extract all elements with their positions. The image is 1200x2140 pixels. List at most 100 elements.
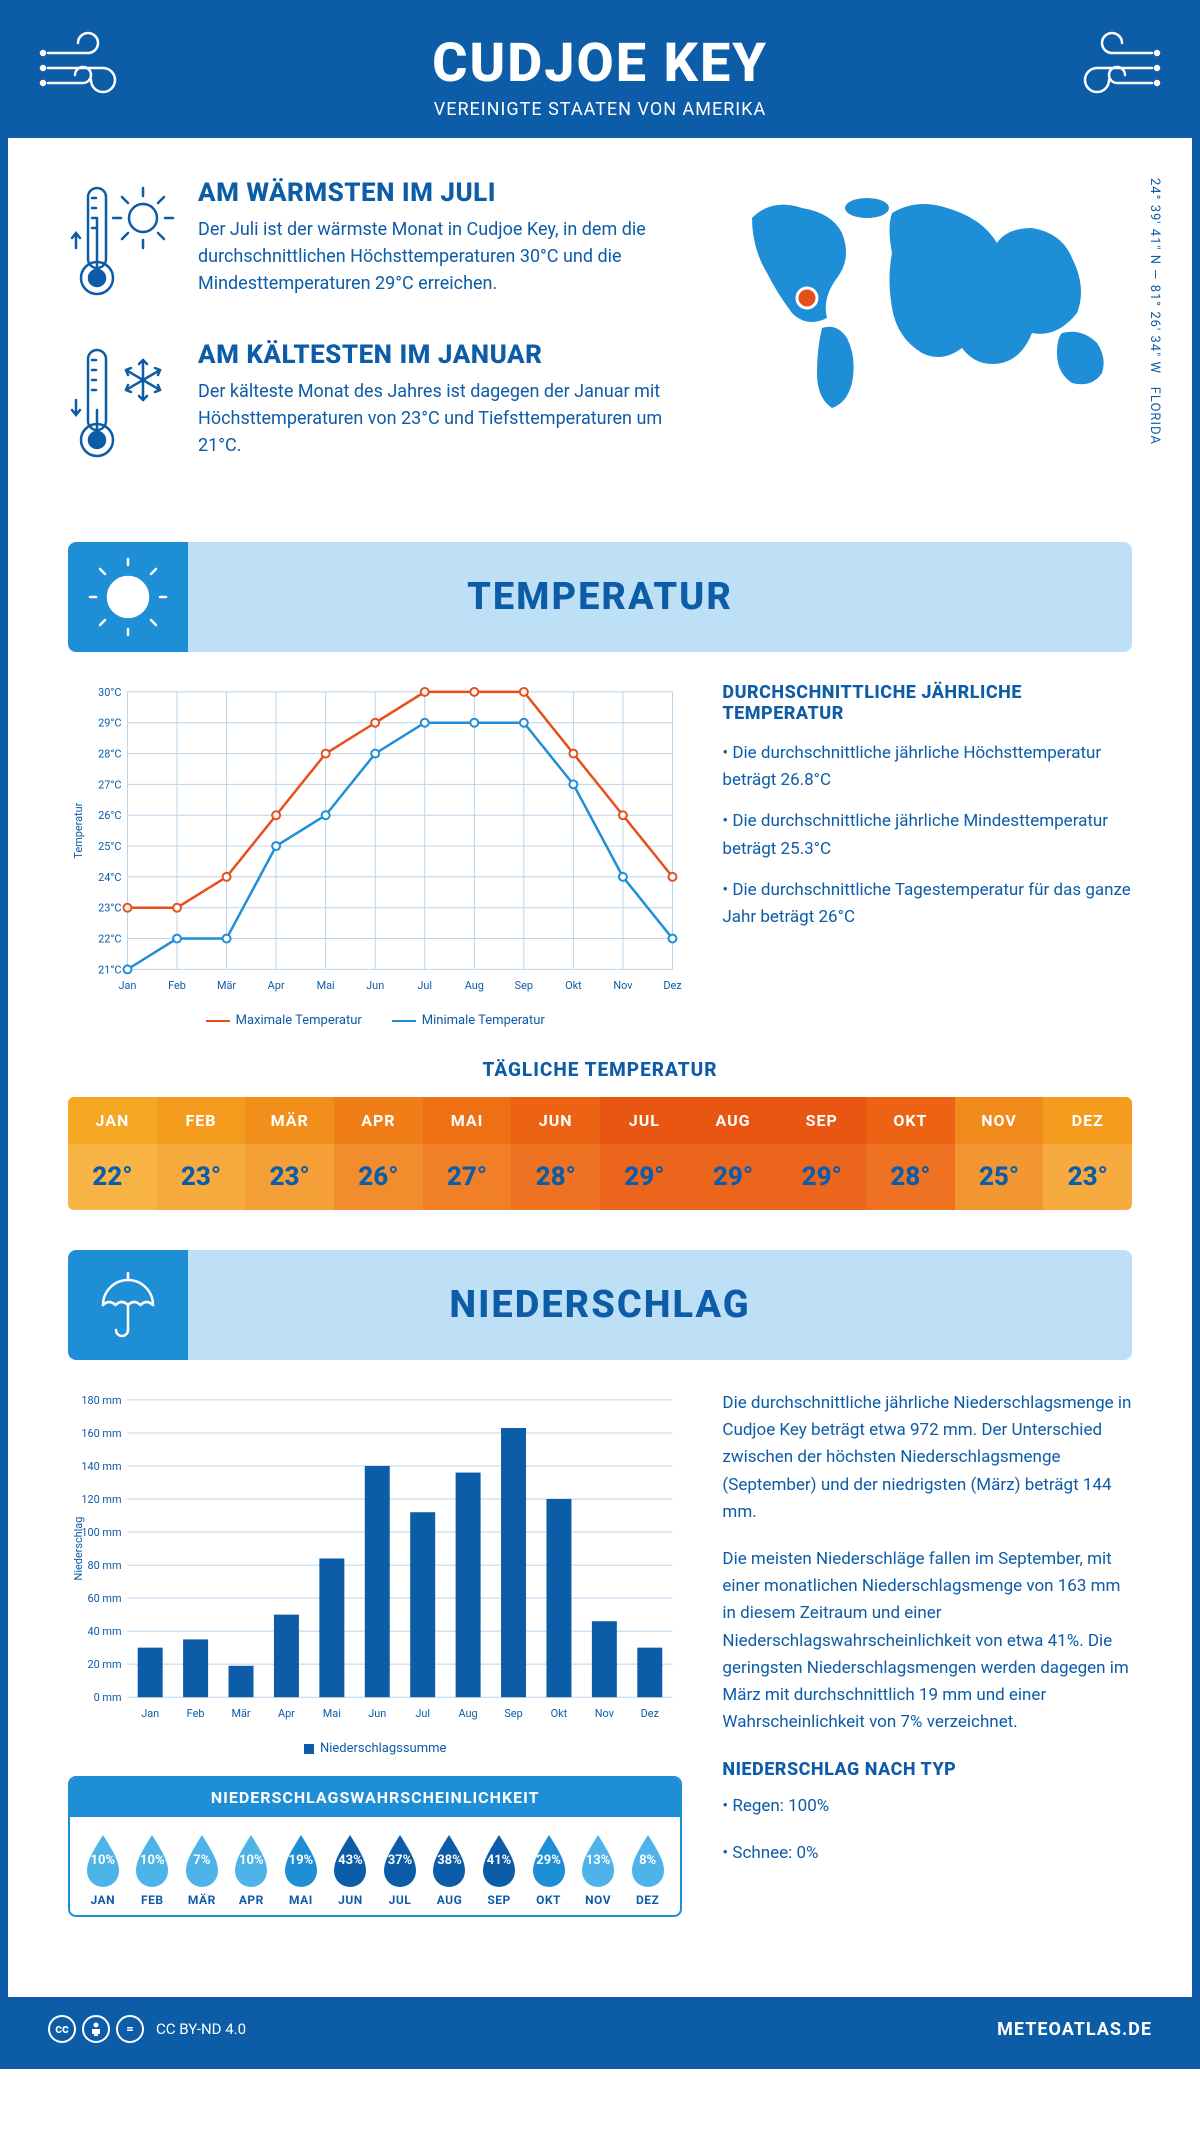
daily-value: 27° xyxy=(423,1144,512,1210)
wind-icon-left xyxy=(38,28,158,112)
page-subtitle: VEREINIGTE STAATEN VON AMERIKA xyxy=(8,99,1192,120)
svg-text:80 mm: 80 mm xyxy=(87,1559,121,1572)
prob-month: OKT xyxy=(524,1893,574,1907)
svg-text:60 mm: 60 mm xyxy=(87,1592,121,1605)
cc-icons: cc = xyxy=(48,2015,144,2043)
daily-col: MAI27° xyxy=(423,1097,512,1210)
daily-value: 23° xyxy=(157,1144,246,1210)
svg-text:Dez: Dez xyxy=(663,979,682,992)
svg-text:Mär: Mär xyxy=(231,1707,250,1720)
prob-col: 19% MAI xyxy=(276,1831,326,1907)
prob-col: 37%JUL xyxy=(375,1831,425,1907)
prob-value: 10% xyxy=(140,1853,165,1868)
precip-type-bullet: • Regen: 100% xyxy=(722,1793,1132,1820)
wind-icon-right xyxy=(1042,28,1162,112)
temperature-heading: TEMPERATUR xyxy=(188,575,1132,619)
svg-text:Niederschlag: Niederschlag xyxy=(72,1517,85,1581)
world-map xyxy=(712,178,1132,418)
svg-text:Jul: Jul xyxy=(415,1707,430,1720)
svg-text:Jun: Jun xyxy=(366,979,384,992)
prob-month: DEZ xyxy=(623,1893,673,1907)
prob-col: 10%APR xyxy=(227,1831,277,1907)
daily-col: JAN22° xyxy=(68,1097,157,1210)
legend-max: Maximale Temperatur xyxy=(236,1013,362,1028)
prob-col: 8%DEZ xyxy=(623,1831,673,1907)
cc-icon: cc xyxy=(48,2015,76,2043)
temp-bullet: • Die durchschnittliche jährliche Mindes… xyxy=(722,808,1132,862)
umbrella-icon xyxy=(68,1250,188,1360)
svg-text:20 mm: 20 mm xyxy=(87,1658,121,1671)
daily-month: APR xyxy=(334,1097,423,1144)
intro-section: AM WÄRMSTEN IM JULI Der Juli ist der wär… xyxy=(68,178,1132,502)
daily-month: JUL xyxy=(600,1097,689,1144)
footer: cc = CC BY-ND 4.0 METEOATLAS.DE xyxy=(8,1997,1192,2061)
by-icon xyxy=(82,2015,110,2043)
cold-text: Der kälteste Monat des Jahres ist dagege… xyxy=(198,378,672,459)
drop-icon: 41% xyxy=(477,1831,521,1887)
temperature-banner: TEMPERATUR xyxy=(68,542,1132,652)
coord-state: FLORIDA xyxy=(1147,387,1162,445)
daily-value: 29° xyxy=(689,1144,778,1210)
warm-heading: AM WÄRMSTEN IM JULI xyxy=(198,178,672,208)
daily-col: NOV25° xyxy=(955,1097,1044,1210)
prob-month: JUN xyxy=(326,1893,376,1907)
precip-type-heading: NIEDERSCHLAG NACH TYP xyxy=(722,1756,1132,1785)
daily-month: NOV xyxy=(955,1097,1044,1144)
warm-text: Der Juli ist der wärmste Monat in Cudjoe… xyxy=(198,216,672,297)
precipitation-chart: 0 mm20 mm40 mm60 mm80 mm100 mm120 mm140 … xyxy=(68,1390,682,1727)
svg-text:100 mm: 100 mm xyxy=(81,1526,121,1539)
svg-text:25°C: 25°C xyxy=(98,840,121,853)
license-text: CC BY-ND 4.0 xyxy=(156,2020,246,2038)
daily-col: APR26° xyxy=(334,1097,423,1210)
prob-col: 38%AUG xyxy=(425,1831,475,1907)
daily-col: DEZ23° xyxy=(1043,1097,1132,1210)
svg-text:Mär: Mär xyxy=(217,979,236,992)
prob-col: 13% NOV xyxy=(573,1831,623,1907)
drop-icon: 13% xyxy=(576,1831,620,1887)
svg-text:22°C: 22°C xyxy=(98,933,121,946)
prob-col: 43% JUN xyxy=(326,1831,376,1907)
svg-text:Aug: Aug xyxy=(459,1707,478,1720)
svg-text:27°C: 27°C xyxy=(98,778,121,791)
prob-value: 43% xyxy=(338,1853,363,1868)
daily-temperature-table: JAN22°FEB23°MÄR23°APR26°MAI27°JUN28°JUL2… xyxy=(68,1097,1132,1210)
drop-icon: 38% xyxy=(427,1831,471,1887)
daily-value: 28° xyxy=(866,1144,955,1210)
drop-icon: 37% xyxy=(378,1831,422,1887)
svg-text:Okt: Okt xyxy=(551,1707,568,1720)
precipitation-banner: NIEDERSCHLAG xyxy=(68,1250,1132,1360)
coord-lat: 24° 39' 41" N xyxy=(1147,178,1162,265)
header: CUDJOE KEY VEREINIGTE STAATEN VON AMERIK… xyxy=(8,8,1192,138)
precip-para-1: Die durchschnittliche jährliche Niedersc… xyxy=(722,1390,1132,1526)
temp-info-heading: DURCHSCHNITTLICHE JÄHRLICHE TEMPERATUR xyxy=(722,682,1132,724)
daily-col: FEB23° xyxy=(157,1097,246,1210)
prob-month: NOV xyxy=(573,1893,623,1907)
coordinates: 24° 39' 41" N — 81° 26' 34" W FLORIDA xyxy=(1147,178,1162,445)
svg-text:24°C: 24°C xyxy=(98,871,121,884)
svg-text:120 mm: 120 mm xyxy=(81,1493,121,1506)
daily-month: DEZ xyxy=(1043,1097,1132,1144)
drop-icon: 29% xyxy=(527,1831,571,1887)
prob-value: 7% xyxy=(193,1853,210,1868)
prob-value: 10% xyxy=(91,1853,116,1868)
probability-box: NIEDERSCHLAGSWAHRSCHEINLICHKEIT 10%JAN10… xyxy=(68,1776,682,1917)
prob-col: 10% FEB xyxy=(128,1831,178,1907)
daily-value: 23° xyxy=(245,1144,334,1210)
prob-month: MAI xyxy=(276,1893,326,1907)
temp-bullet: • Die durchschnittliche Tagestemperatur … xyxy=(722,877,1132,931)
prob-value: 19% xyxy=(289,1853,314,1868)
svg-text:Okt: Okt xyxy=(565,979,582,992)
site-name: METEOATLAS.DE xyxy=(997,2019,1152,2040)
svg-text:Dez: Dez xyxy=(641,1707,660,1720)
prob-month: JAN xyxy=(78,1893,128,1907)
svg-text:0 mm: 0 mm xyxy=(94,1691,122,1704)
svg-text:180 mm: 180 mm xyxy=(81,1394,121,1407)
temperature-chart: 21°C22°C23°C24°C25°C26°C27°C28°C29°C30°C… xyxy=(68,682,682,1028)
svg-text:Mai: Mai xyxy=(317,979,335,992)
svg-text:Aug: Aug xyxy=(465,979,484,992)
precip-type-bullet: • Schnee: 0% xyxy=(722,1840,1132,1867)
daily-month: JAN xyxy=(68,1097,157,1144)
prob-month: FEB xyxy=(128,1893,178,1907)
prob-month: APR xyxy=(227,1893,277,1907)
daily-month: JUN xyxy=(511,1097,600,1144)
